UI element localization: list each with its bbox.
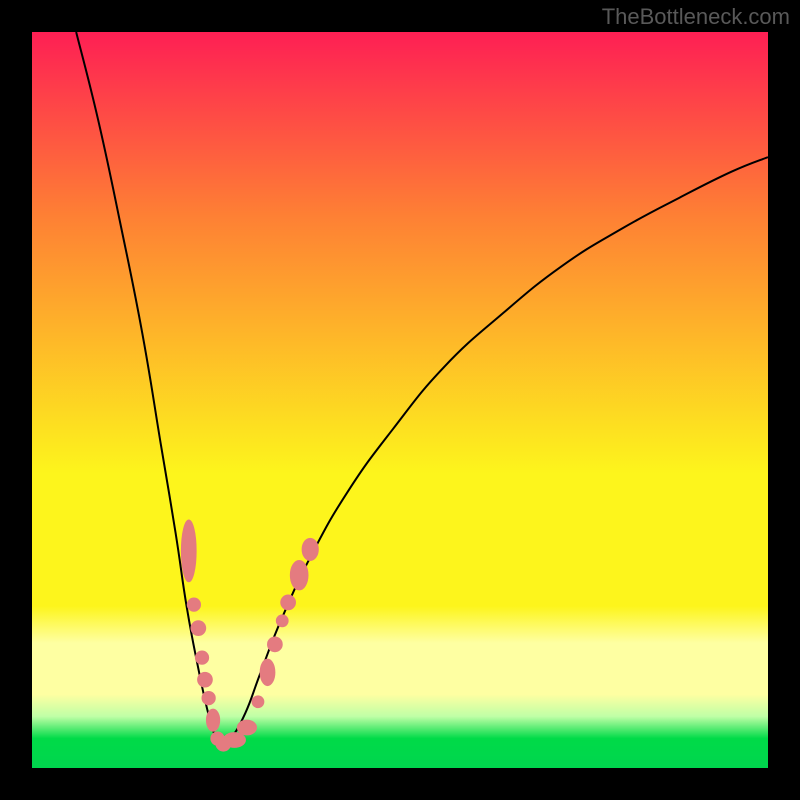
data-marker bbox=[191, 621, 206, 636]
data-marker bbox=[206, 709, 219, 731]
plot-background bbox=[32, 32, 768, 768]
watermark-text: TheBottleneck.com bbox=[602, 4, 790, 30]
data-marker bbox=[260, 659, 275, 686]
data-marker bbox=[202, 691, 215, 704]
data-marker bbox=[252, 696, 264, 708]
data-marker bbox=[302, 538, 318, 560]
data-marker bbox=[281, 595, 296, 610]
data-marker bbox=[290, 560, 308, 589]
data-marker bbox=[181, 520, 196, 582]
data-marker bbox=[198, 672, 213, 687]
data-marker bbox=[276, 615, 288, 627]
data-marker bbox=[237, 720, 256, 735]
data-marker bbox=[223, 733, 245, 748]
data-marker bbox=[187, 598, 200, 611]
bottleneck-chart bbox=[0, 0, 800, 800]
chart-container: TheBottleneck.com bbox=[0, 0, 800, 800]
data-marker bbox=[195, 651, 208, 664]
data-marker bbox=[268, 637, 283, 652]
